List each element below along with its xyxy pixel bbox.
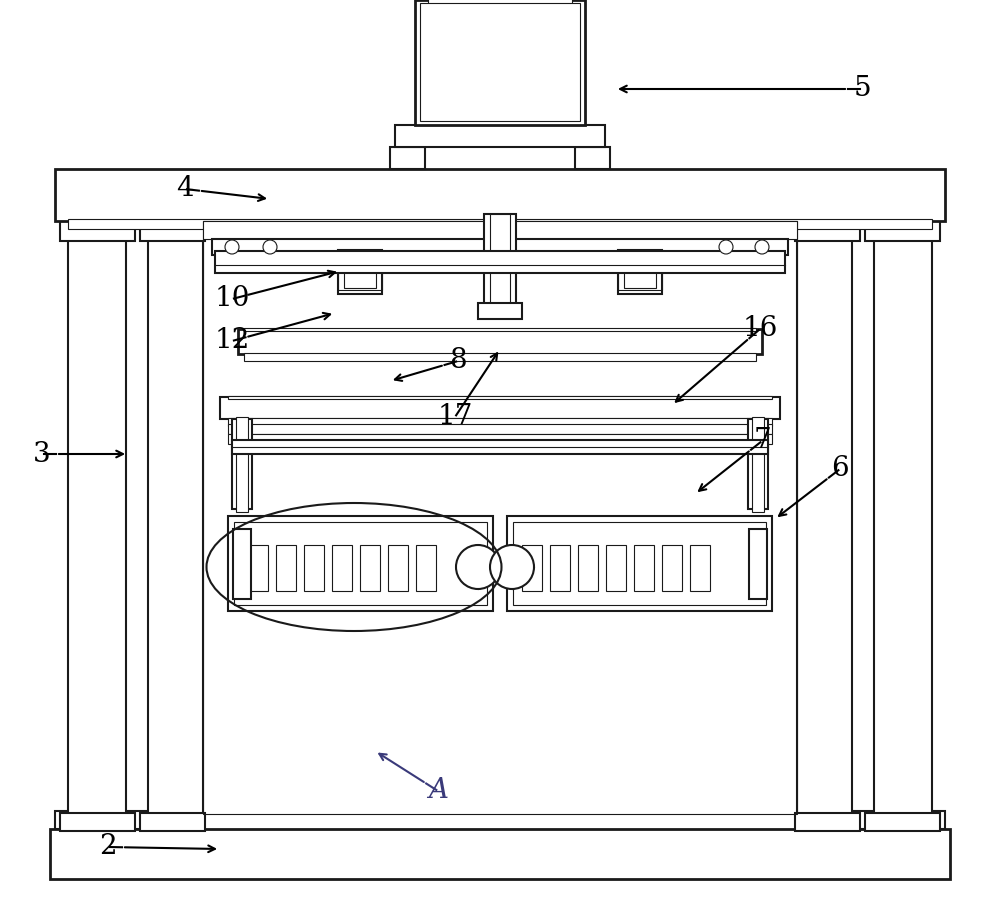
Bar xyxy=(232,419,252,509)
Bar xyxy=(68,219,932,229)
Bar xyxy=(874,239,932,814)
Bar xyxy=(748,419,768,509)
Bar xyxy=(618,255,662,290)
Bar xyxy=(428,0,572,9)
Bar xyxy=(522,545,542,591)
Bar xyxy=(234,522,487,605)
Bar xyxy=(416,545,436,591)
Bar xyxy=(344,257,376,288)
Bar xyxy=(228,424,772,434)
Bar xyxy=(55,169,945,221)
Circle shape xyxy=(719,240,733,254)
Text: A: A xyxy=(428,777,448,804)
Bar xyxy=(749,529,767,599)
Bar xyxy=(662,545,682,591)
Bar xyxy=(606,545,626,591)
Bar xyxy=(60,221,135,241)
Text: 5: 5 xyxy=(853,75,871,103)
Circle shape xyxy=(225,240,239,254)
Circle shape xyxy=(263,240,277,254)
Bar xyxy=(203,221,797,239)
Bar xyxy=(60,813,135,831)
Bar xyxy=(228,418,772,426)
Bar xyxy=(550,545,570,591)
Bar xyxy=(420,3,580,121)
Bar xyxy=(752,417,764,512)
Bar xyxy=(140,813,205,831)
Bar xyxy=(865,813,940,831)
Bar xyxy=(388,545,408,591)
Circle shape xyxy=(456,545,500,589)
Bar xyxy=(276,545,296,591)
Bar xyxy=(690,545,710,591)
Text: 12: 12 xyxy=(214,327,250,355)
Bar xyxy=(68,239,126,814)
Bar xyxy=(795,221,860,241)
Bar xyxy=(50,829,950,879)
Bar xyxy=(516,21,548,109)
Text: 3: 3 xyxy=(33,441,51,467)
Bar xyxy=(478,303,522,319)
Bar xyxy=(55,811,150,829)
Text: 2: 2 xyxy=(99,834,117,861)
Bar xyxy=(244,353,756,361)
Text: 10: 10 xyxy=(214,285,250,313)
Bar xyxy=(415,0,585,125)
Bar xyxy=(432,21,464,109)
Bar xyxy=(332,545,352,591)
Text: 8: 8 xyxy=(449,347,467,375)
Circle shape xyxy=(755,240,769,254)
Bar xyxy=(212,239,788,255)
Bar xyxy=(578,545,598,591)
Bar xyxy=(484,214,516,309)
Bar xyxy=(507,516,772,611)
Bar xyxy=(232,440,768,454)
Bar xyxy=(865,221,940,241)
Bar xyxy=(228,396,772,399)
Bar xyxy=(624,257,656,288)
Text: 6: 6 xyxy=(831,455,849,483)
Bar xyxy=(338,255,382,290)
Bar xyxy=(228,434,772,444)
Bar xyxy=(797,239,852,814)
Bar xyxy=(244,328,756,331)
Bar xyxy=(248,545,268,591)
Bar xyxy=(845,811,945,829)
Bar xyxy=(634,545,654,591)
Text: 7: 7 xyxy=(753,427,771,454)
Bar xyxy=(233,529,251,599)
Bar xyxy=(338,250,382,294)
Bar xyxy=(228,516,493,611)
Text: 4: 4 xyxy=(176,175,194,203)
Bar xyxy=(148,239,203,814)
Bar xyxy=(490,214,510,309)
Bar xyxy=(395,125,605,147)
Bar xyxy=(140,221,205,241)
Bar xyxy=(236,417,248,512)
Bar xyxy=(474,21,506,109)
Bar xyxy=(304,545,324,591)
Bar xyxy=(390,147,425,169)
Bar xyxy=(618,250,662,294)
Bar xyxy=(238,329,762,354)
Text: 17: 17 xyxy=(437,404,473,431)
Bar xyxy=(513,522,766,605)
Bar xyxy=(220,397,780,419)
Text: 16: 16 xyxy=(742,315,778,343)
Bar xyxy=(203,221,797,814)
Circle shape xyxy=(490,545,534,589)
Bar xyxy=(575,147,610,169)
Bar xyxy=(795,813,860,831)
Bar xyxy=(215,251,785,273)
Bar xyxy=(360,545,380,591)
